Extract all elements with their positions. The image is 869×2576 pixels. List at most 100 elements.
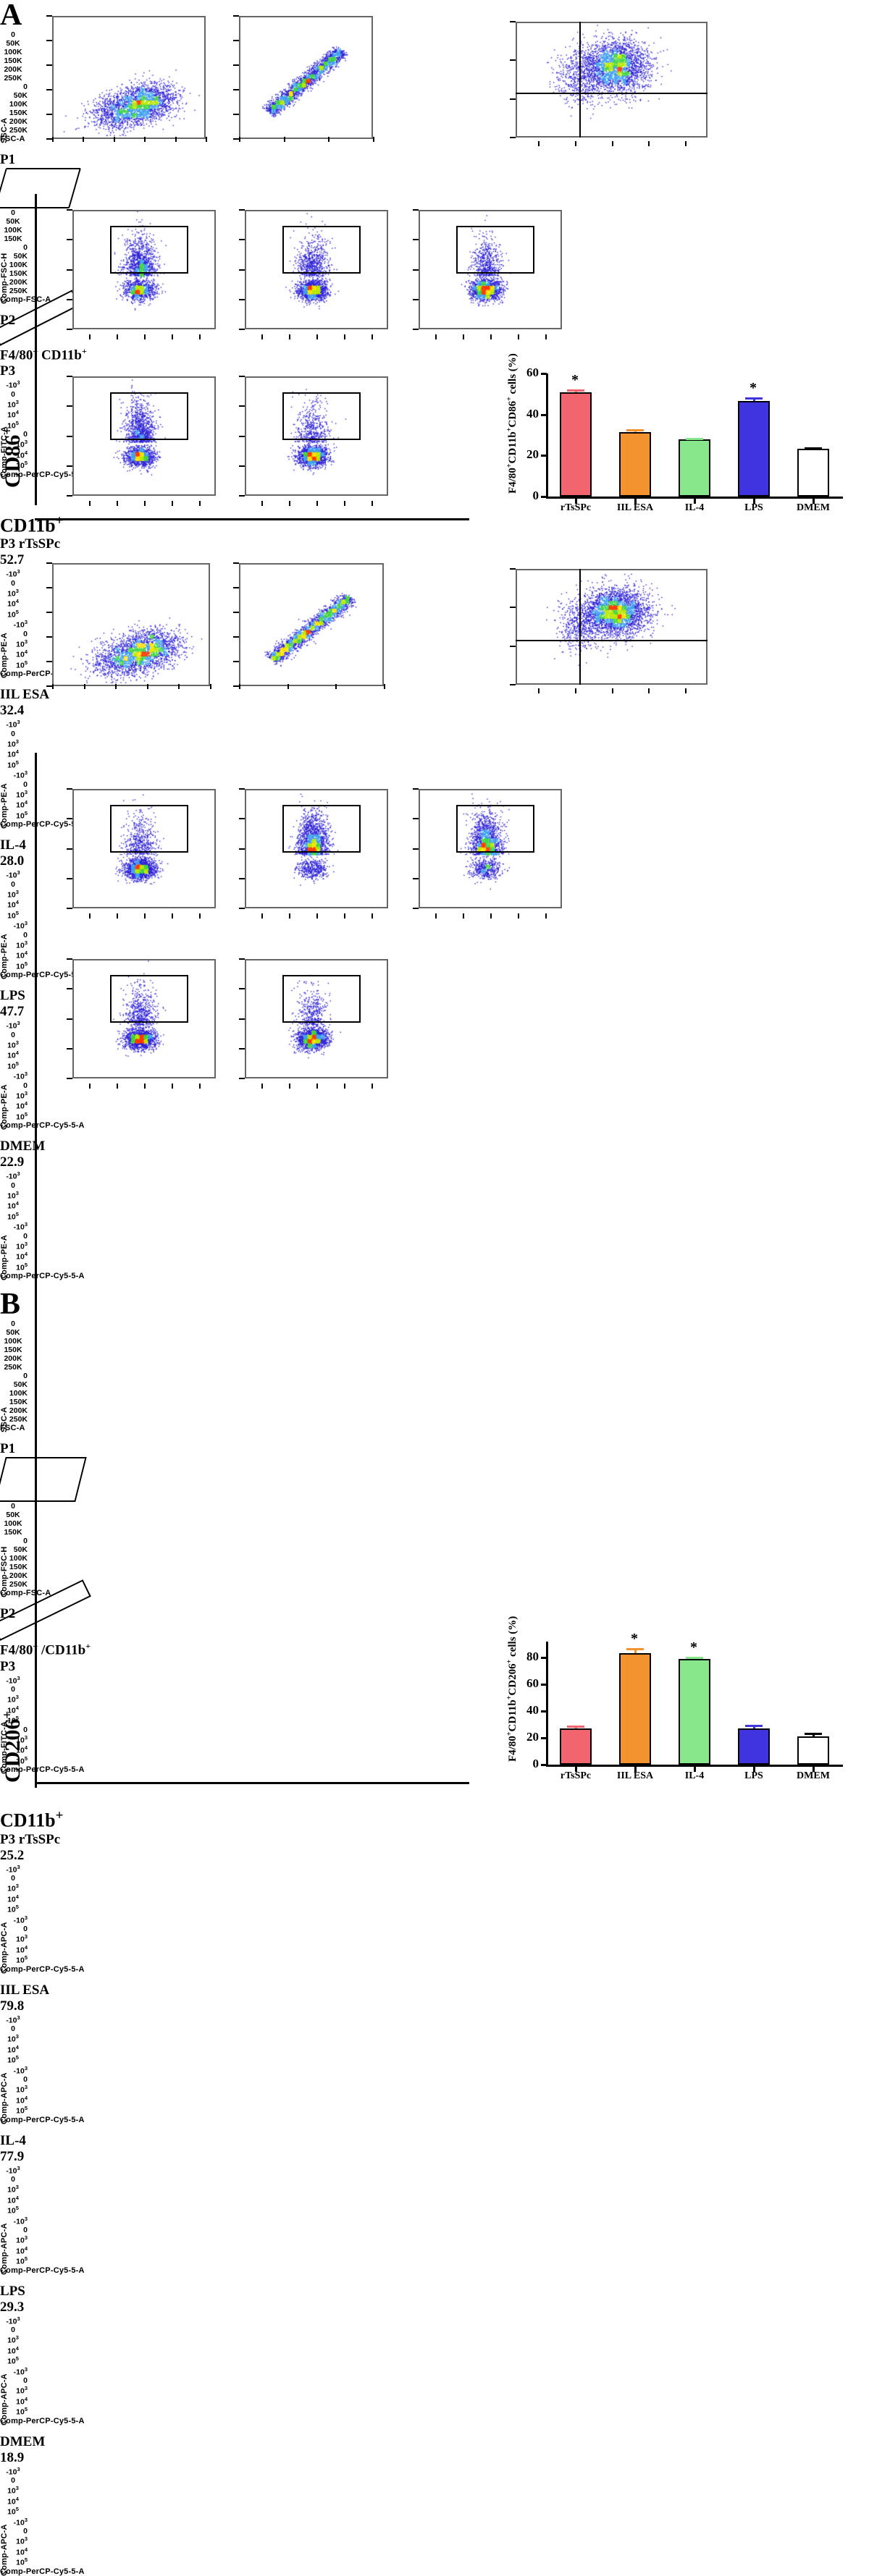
a-sc4-x0: -103: [6, 1170, 20, 1181]
bar-b-errorcap-0: [566, 1726, 585, 1728]
a2-y0: 0: [23, 243, 28, 252]
a3-xm3: [648, 141, 650, 146]
bar-a-xtickmark-3: [752, 499, 755, 504]
a3-xm4: [685, 141, 687, 146]
a-sc2-xm2: [490, 334, 492, 339]
b1-x3: 150K: [4, 1346, 22, 1355]
a2-ym3: [233, 64, 239, 66]
a-sc0-y4: 105: [16, 659, 28, 670]
b1-ym1: [46, 661, 52, 662]
a-sc2-value: 28.0: [0, 853, 25, 869]
a-sc0-ym4: [67, 209, 72, 211]
b3-quad-vline: [579, 569, 581, 685]
a-sc2-ym1: [413, 298, 419, 300]
bar-b-xtickmark-0: [574, 1767, 577, 1772]
b2-ym5: [233, 562, 239, 564]
bar-a-ytick-3: 60: [526, 366, 539, 379]
b-sc1-xm2: [316, 913, 318, 919]
b-sc1-xm4: [371, 913, 374, 919]
b2-ym2: [233, 636, 239, 638]
a-sc3-x1: 0: [11, 1030, 15, 1039]
a-sc1-xm0: [261, 334, 263, 339]
a-sc2-xm1: [462, 334, 464, 339]
bar-a-x-axis: [546, 497, 843, 499]
b-sc0-xaxis: Comp-PerCP-Cy5-5-A: [0, 1964, 85, 1974]
plot-a-sc1: [245, 210, 388, 329]
b-sc0-gate: [110, 805, 188, 853]
a-sc2-x2: 103: [7, 888, 19, 900]
b-sc0-xm4: [199, 913, 201, 919]
b-sc4-yaxis: Comp-APC-A: [0, 2524, 9, 2576]
plot-a2-fsch: [239, 16, 373, 139]
b2-xm2: [335, 684, 337, 689]
a-sc4-title: DMEM: [0, 1139, 46, 1154]
b1-ym3: [46, 612, 52, 613]
a-sc2-xaxis: Comp-PerCP-Cy5-5-A: [0, 971, 85, 980]
a3-ym1: [510, 98, 516, 100]
xgroup-label-cd11b-b: CD11b+: [0, 1808, 64, 1831]
a1-xm2: [113, 137, 115, 142]
a-sc0-y3: 104: [16, 649, 28, 659]
a-sc4-x2: 103: [7, 1189, 19, 1201]
b-sc4-title: DMEM: [0, 2433, 46, 2449]
a-sc2-x4: 105: [7, 909, 19, 921]
figure-root: A 0 50K 100K 150K 200K 250K 0 50K 100K 150K 200K 250…: [0, 0, 843, 2576]
bar-b-ylabel: F4/80+CD11b+CD206+ cells (%): [505, 1616, 519, 1762]
plot-b2-fsch: [239, 563, 384, 686]
b-sc4-xm1: [288, 1084, 290, 1089]
b-sc0-value: 25.2: [0, 1847, 25, 1863]
a3-x2: 103: [7, 398, 19, 410]
a-sc0-ym1: [67, 298, 72, 300]
a1-x2: 100K: [4, 48, 22, 56]
b3-ym1: [510, 645, 516, 647]
a-sc2-xm3: [518, 334, 520, 339]
b-sc4-xm2: [316, 1084, 318, 1089]
bar-a-xlabel-1: IIL ESA: [616, 502, 654, 513]
a3-y2: 104: [16, 449, 28, 460]
b3-xm0: [537, 688, 540, 693]
a3-x0: -103: [6, 379, 20, 390]
b2-xm3: [384, 684, 385, 689]
b1-ym5: [46, 562, 52, 564]
a-sc1-x1: 0: [11, 729, 15, 738]
b-sc1-xm1: [288, 913, 290, 919]
bar-b-ytickmark-2: [541, 1710, 547, 1713]
b3-x1: 0: [11, 1685, 15, 1694]
a2-xaxis-title: Comp-FSC-A: [0, 295, 51, 304]
bar-a-errorcap-1: [626, 429, 645, 432]
a-sc2-y4: 105: [16, 960, 28, 971]
bar-a-ytick-1: 20: [526, 447, 539, 462]
b1-xm5: [210, 684, 211, 689]
bar-b-bar-lps: [737, 1728, 771, 1765]
a3-x1: 0: [11, 389, 15, 399]
a-sc0-x3: 104: [7, 598, 19, 609]
a1-xm1: [83, 137, 85, 142]
b2-xaxis-title: Comp-FSC-A: [0, 1589, 51, 1598]
a-sc3-x4: 105: [7, 1060, 19, 1071]
b-sc3-xaxis: Comp-PerCP-Cy5-5-A: [0, 2416, 85, 2425]
a-sc2-ym2: [413, 269, 419, 271]
a3-gate-label: P3: [0, 363, 16, 379]
a3-xm0: [537, 141, 540, 146]
b-sc3-ym4: [67, 958, 72, 960]
plot-a-sc4: [245, 376, 388, 496]
plot-a-sc3: [72, 376, 216, 496]
bar-a-bar-dmem: [797, 449, 830, 497]
a-sc2-y2: 103: [16, 939, 28, 950]
b1-xm4: [178, 684, 180, 689]
bar-a-xtickmark-0: [574, 499, 577, 504]
b3-xm4: [685, 688, 687, 693]
a-sc0-y0: -103: [13, 619, 28, 630]
b-sc0-xm3: [172, 913, 174, 919]
b3-x3: 104: [7, 1704, 19, 1715]
plot-b-sc3: [72, 959, 216, 1078]
a-sc4-ym2: [239, 435, 245, 437]
a-sc3-gate: [110, 392, 188, 440]
b-sc3-ym1: [67, 1047, 72, 1050]
a1-y3: 150K: [9, 109, 28, 117]
a2-x1: 50K: [6, 217, 20, 226]
b1-xm3: [146, 684, 148, 689]
bar-b-errorcap-2: [685, 1657, 704, 1660]
a3-y1: 103: [16, 439, 28, 449]
b-sc2-gate: [456, 805, 534, 853]
